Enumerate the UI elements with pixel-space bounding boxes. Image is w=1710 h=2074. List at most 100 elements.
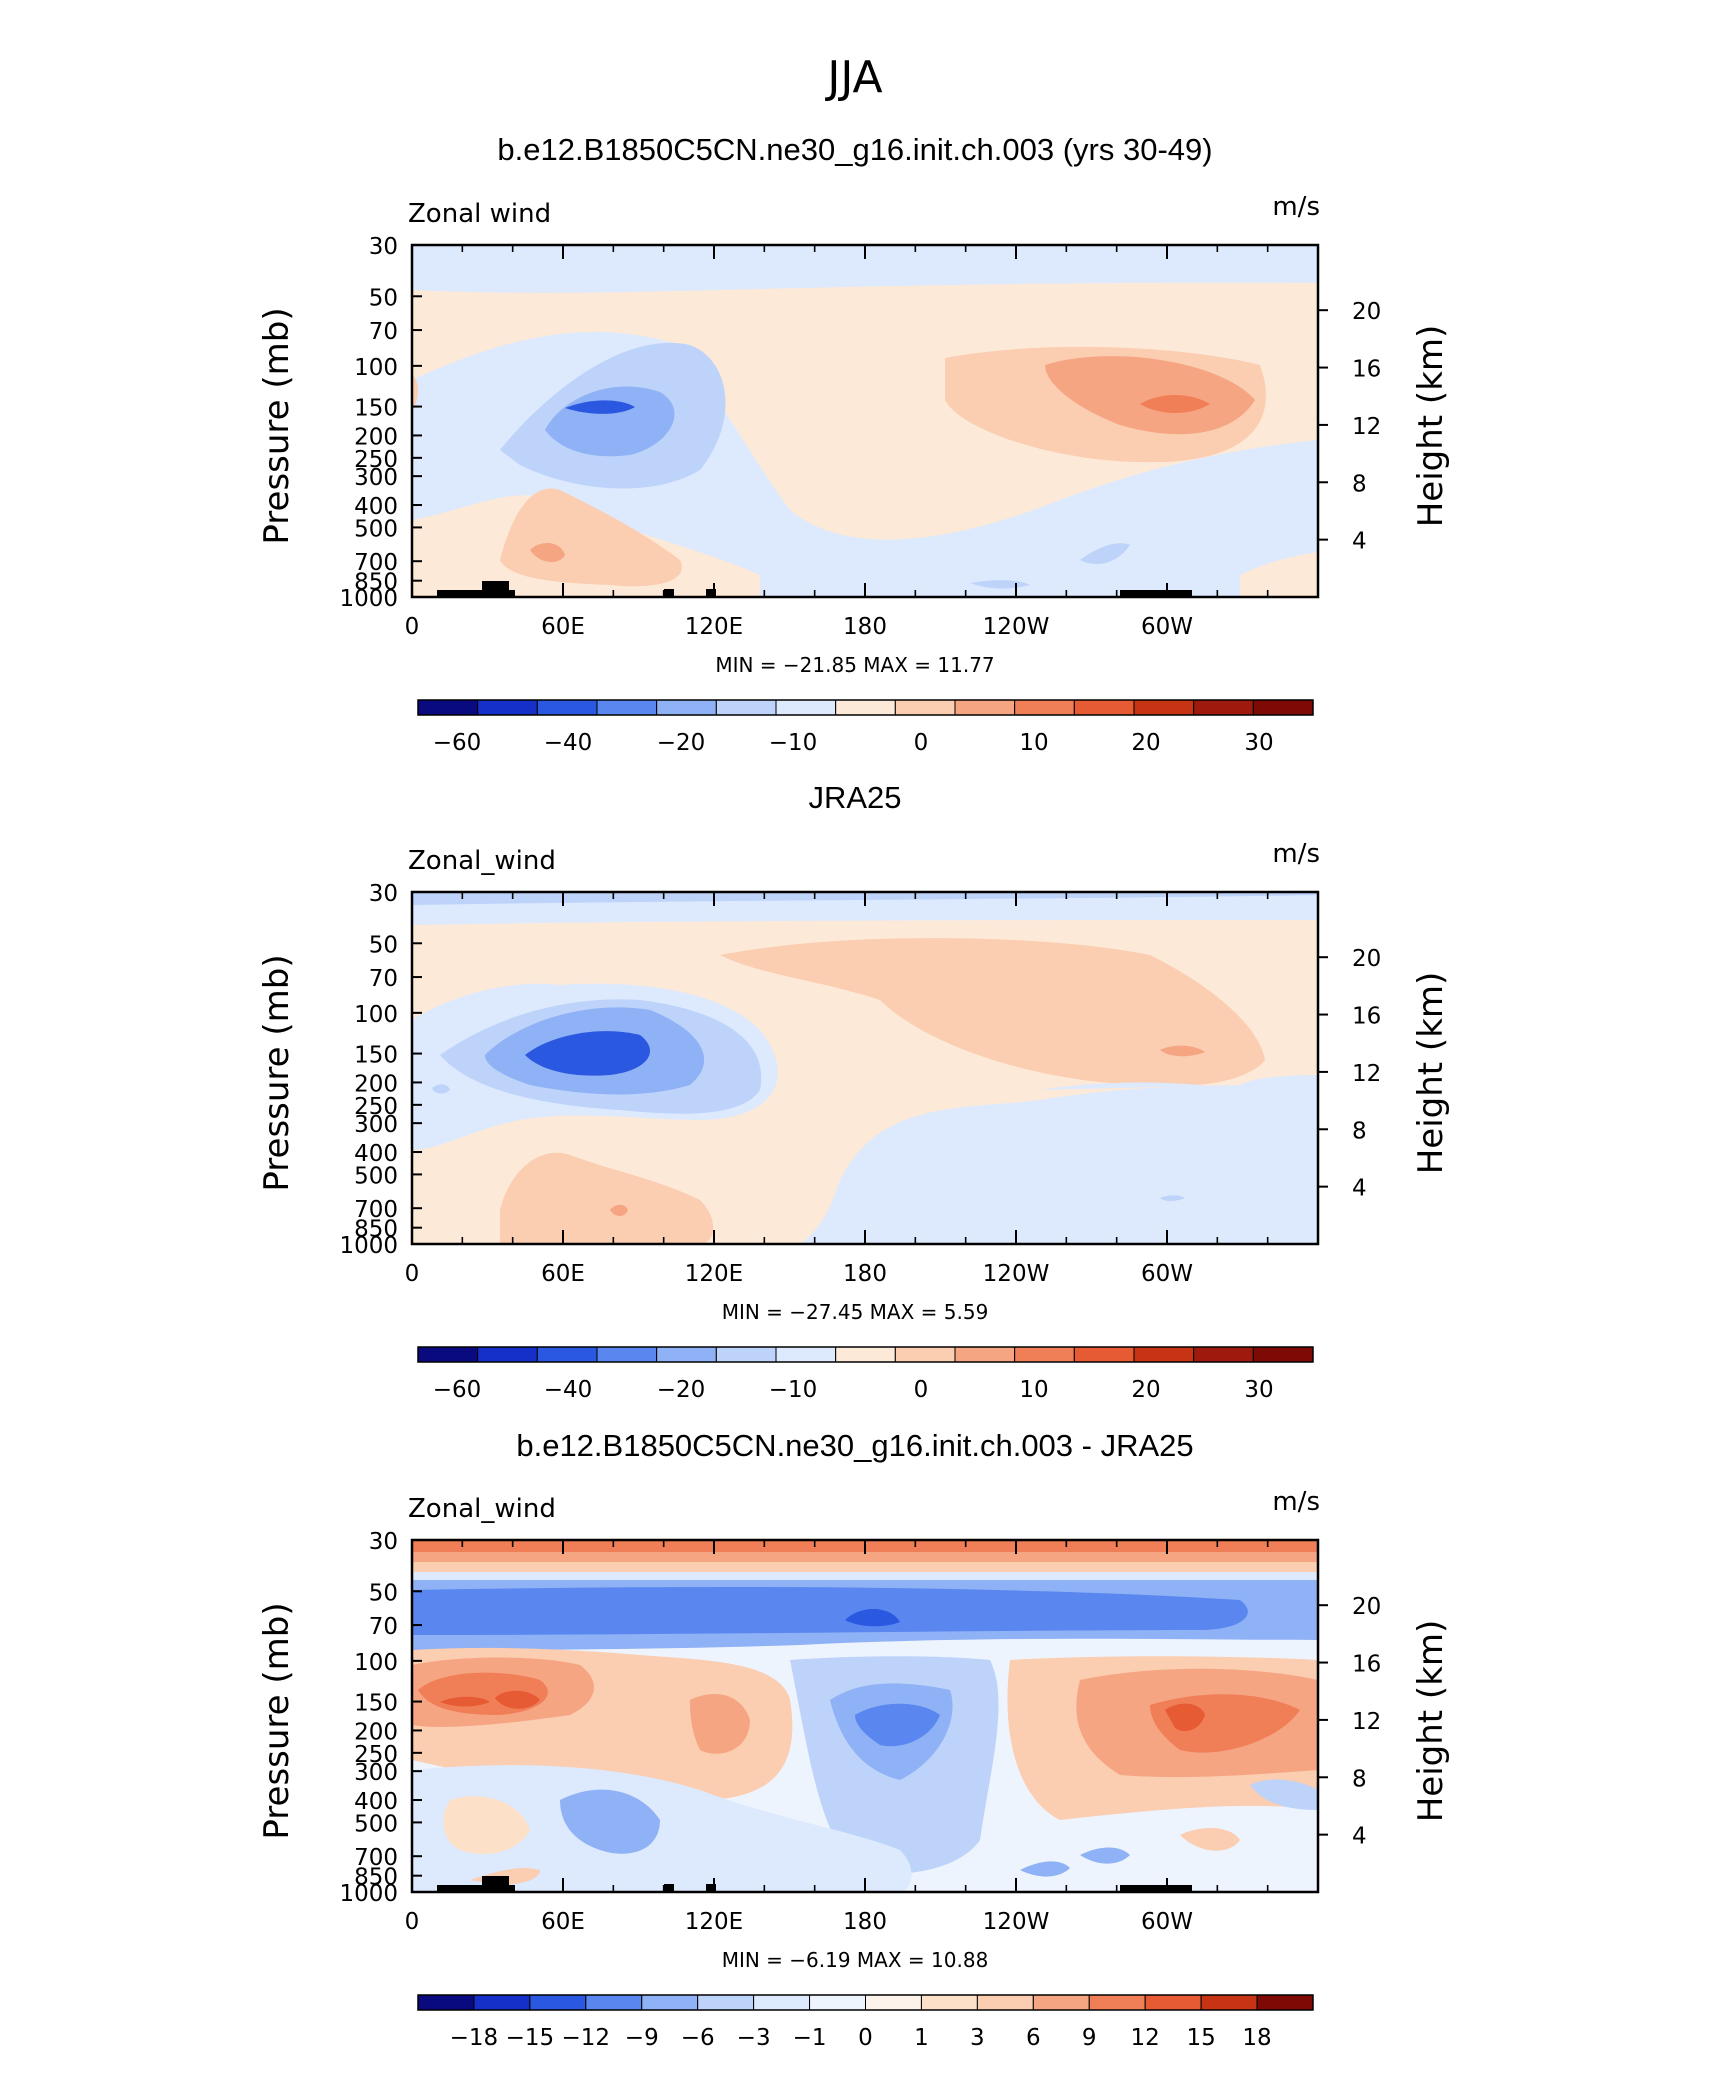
colorbar-box xyxy=(753,1994,811,2011)
min-max-label: MIN = −27.45 MAX = 5.59 xyxy=(722,1300,989,1324)
colorbar-box xyxy=(1032,1994,1090,2011)
y-tick-label: 500 xyxy=(354,1163,398,1189)
y-right-tick-label: 12 xyxy=(1352,414,1381,440)
colorbar-box xyxy=(976,1994,1034,2011)
x-tick-label: 60W xyxy=(1141,1261,1193,1287)
y-right-tick-label: 20 xyxy=(1352,299,1381,325)
colorbar-frame xyxy=(417,1994,1314,2011)
x-tick-label: 120W xyxy=(983,1909,1050,1935)
x-tick-label: 0 xyxy=(405,614,420,640)
colorbar-box xyxy=(865,1994,922,2011)
contour-field xyxy=(412,1540,1318,1892)
panel-1: b.e12.B1850C5CN.ne30_g16.init.ch.003 (yr… xyxy=(408,132,1320,599)
colorbar-label: 0 xyxy=(858,2025,873,2051)
y-tick-label: 250 xyxy=(354,1094,398,1120)
colorbar-box xyxy=(656,1346,717,1363)
colorbar-label: 12 xyxy=(1131,2025,1160,2051)
y-right-tick-label: 16 xyxy=(1352,357,1381,383)
colorbar-box xyxy=(473,1994,531,2011)
y-tick-label: 200 xyxy=(354,1719,398,1745)
x-tick-label: 120E xyxy=(685,614,743,640)
y-tick-label: 150 xyxy=(354,1043,398,1069)
figure-title: JJA xyxy=(824,52,882,103)
y-right-tick-label: 20 xyxy=(1352,1594,1381,1620)
y-tick-label: 1000 xyxy=(339,1881,398,1907)
colorbar-box xyxy=(536,1346,598,1363)
y-tick-label: 100 xyxy=(354,355,398,381)
colorbar-box xyxy=(1193,1346,1254,1363)
y-tick-label: 500 xyxy=(354,516,398,542)
x-tick-label: 120E xyxy=(685,1261,743,1287)
y-right-tick-label: 12 xyxy=(1352,1061,1381,1087)
colorbar-box xyxy=(1073,1346,1135,1363)
x-tick-label: 60W xyxy=(1141,1909,1193,1935)
units-label: m/s xyxy=(1272,1487,1320,1517)
colorbar-box xyxy=(775,699,837,716)
y-axis-label: Pressure (mb) xyxy=(257,954,297,1191)
x-tick-label: 120E xyxy=(685,1909,743,1935)
x-tick-label: 60E xyxy=(541,1261,585,1287)
y-tick-label: 50 xyxy=(369,285,398,311)
colorbar-box xyxy=(477,1346,538,1363)
y-tick-label: 850 xyxy=(354,570,398,596)
contour-field xyxy=(412,892,1318,1244)
colorbar-box xyxy=(596,699,658,716)
colorbar-label: −10 xyxy=(769,730,818,756)
y-axis-label: Pressure (mb) xyxy=(257,1602,297,1839)
colorbar-box xyxy=(954,1346,1016,1363)
y-tick-label: 70 xyxy=(369,966,398,992)
y-tick-label: 300 xyxy=(354,1112,398,1138)
units-label: m/s xyxy=(1272,192,1320,222)
y-right-axis-label: Height (km) xyxy=(1411,325,1451,528)
colorbar-label: −20 xyxy=(657,730,706,756)
colorbar-box xyxy=(1073,699,1135,716)
colorbar-box xyxy=(1256,1994,1314,2011)
x-tick-label: 120W xyxy=(983,614,1050,640)
colorbar-box xyxy=(697,1994,755,2011)
x-tick-label: 120W xyxy=(983,1261,1050,1287)
colorbar-label: −40 xyxy=(544,730,593,756)
colorbar-box xyxy=(596,1346,658,1363)
colorbar-box xyxy=(954,699,1016,716)
colorbar-box xyxy=(920,1994,978,2011)
colorbar-label: −12 xyxy=(562,2025,611,2051)
colorbar-label: 20 xyxy=(1131,730,1160,756)
panel-title: b.e12.B1850C5CN.ne30_g16.init.ch.003 (yr… xyxy=(497,132,1212,167)
colorbar-label: −3 xyxy=(737,2025,771,2051)
colorbar-label: −1 xyxy=(793,2025,827,2051)
y-tick-label: 250 xyxy=(354,447,398,473)
colorbar-box xyxy=(585,1994,643,2011)
colorbar-box xyxy=(1200,1994,1258,2011)
y-tick-label: 50 xyxy=(369,1580,398,1606)
colorbar-label: 10 xyxy=(1019,1377,1048,1403)
axes-layer: 3050701001502002503004005007008501000Pre… xyxy=(257,234,1451,2051)
colorbar-box xyxy=(1252,1346,1314,1363)
x-tick-label: 180 xyxy=(843,614,887,640)
y-axis-label: Pressure (mb) xyxy=(257,307,297,544)
colorbar-label: 20 xyxy=(1131,1377,1160,1403)
y-tick-label: 30 xyxy=(369,234,398,260)
y-tick-label: 100 xyxy=(354,1002,398,1028)
colorbar-box xyxy=(417,699,479,716)
colorbar-label: −60 xyxy=(433,730,482,756)
colorbar-box xyxy=(1252,699,1314,716)
colorbar-box xyxy=(536,699,598,716)
colorbar-box xyxy=(835,699,896,716)
panel-title: JRA25 xyxy=(808,780,901,815)
y-tick-label: 150 xyxy=(354,396,398,422)
y-tick-label: 200 xyxy=(354,1071,398,1097)
colorbar-box xyxy=(1014,699,1075,716)
y-tick-label: 300 xyxy=(354,465,398,491)
min-max-label: MIN = −21.85 MAX = 11.77 xyxy=(715,653,994,677)
colorbar-box xyxy=(715,1346,777,1363)
panel-title: b.e12.B1850C5CN.ne30_g16.init.ch.003 - J… xyxy=(516,1428,1193,1463)
y-right-tick-label: 20 xyxy=(1352,946,1381,972)
x-tick-label: 60E xyxy=(541,1909,585,1935)
colorbar-box xyxy=(1133,1346,1195,1363)
y-right-tick-label: 8 xyxy=(1352,1118,1367,1144)
colorbar-box xyxy=(477,699,538,716)
min-max-label: MIN = −6.19 MAX = 10.88 xyxy=(722,1948,989,1972)
left-string: Zonal_wind xyxy=(408,846,556,876)
y-tick-label: 1000 xyxy=(339,1233,398,1259)
